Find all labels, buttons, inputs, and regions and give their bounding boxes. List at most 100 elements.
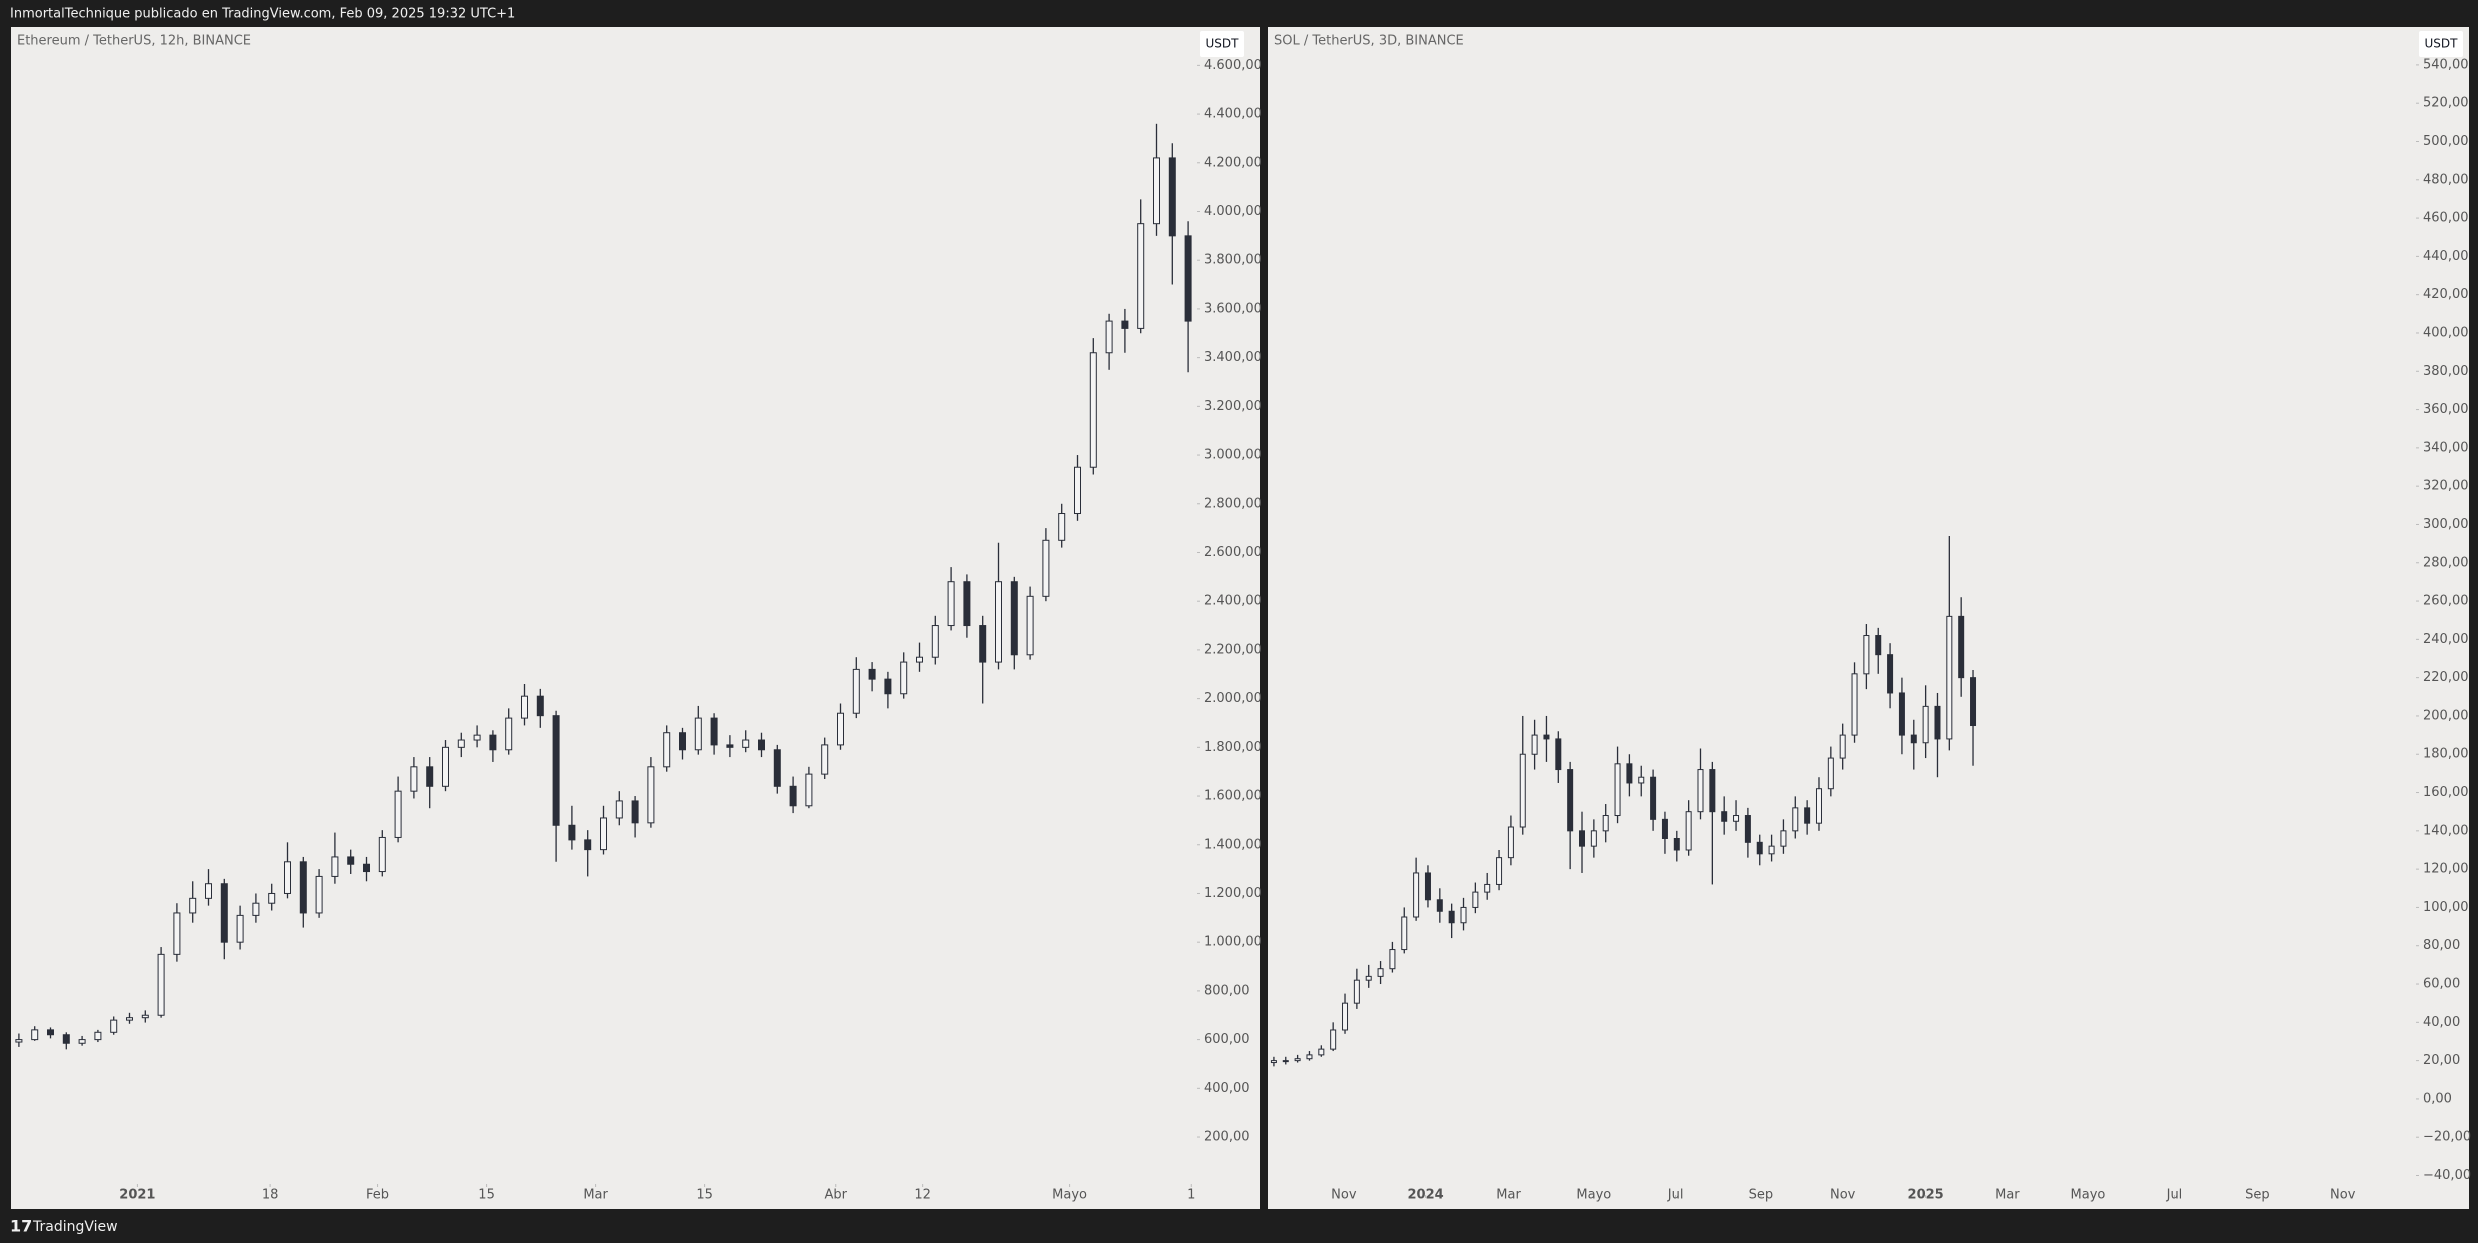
candle-body [584, 839, 592, 851]
candle-body [1507, 826, 1514, 859]
y-tick-label: 160,00 [2423, 785, 2469, 800]
x-tick-label: Nov [2330, 1188, 2356, 1203]
candle-body [647, 766, 655, 824]
candle-body [1519, 753, 1526, 828]
candle-body [694, 717, 702, 751]
currency-label: USDT [1206, 37, 1240, 51]
candle-body [663, 732, 671, 768]
x-tick-label: Mayo [1576, 1188, 1611, 1203]
x-tick-label: Nov [1331, 1188, 1357, 1203]
candle-body [252, 902, 260, 916]
candle-body [1042, 539, 1050, 597]
y-tick-label: 4.600,00 [1204, 58, 1262, 73]
y-tick-label: 2.400,00 [1204, 594, 1262, 609]
candle-body [900, 661, 908, 695]
candle-body [726, 744, 734, 748]
x-tick-label: Mar [1496, 1188, 1521, 1203]
candle-body [805, 773, 813, 807]
y-tick-label: 2.600,00 [1204, 545, 1262, 560]
chart-title: SOL / TetherUS, 3D, BINANCE [1274, 34, 1464, 49]
candle-body [347, 856, 355, 865]
x-tick-label: Mar [1995, 1188, 2020, 1203]
y-tick-label: 480,00 [2423, 172, 2469, 187]
candle-body [126, 1017, 133, 1021]
candle-body [1460, 906, 1467, 924]
candle-body [505, 717, 513, 751]
y-tick-label: 440,00 [2423, 249, 2469, 264]
candle-body [157, 953, 165, 1016]
x-tick-label: Jul [1667, 1188, 1684, 1203]
candle-body [758, 739, 765, 751]
y-tick-label: 0,00 [2423, 1091, 2452, 1106]
candle-body [1958, 615, 1965, 679]
y-tick-label: 460,00 [2423, 211, 2469, 226]
candle-body [268, 892, 276, 904]
y-tick-label: 100,00 [2423, 900, 2469, 915]
candle-body [1484, 883, 1491, 893]
candle-body [1685, 811, 1692, 851]
candle-body [1733, 815, 1740, 822]
y-tick-label: 220,00 [2423, 670, 2469, 685]
candle-body [773, 749, 781, 787]
y-tick-label: 140,00 [2423, 823, 2469, 838]
chart-panel: SOL / TetherUS, 3D, BINANCE −40,00 −20,00 0… [1268, 27, 2471, 1209]
currency-badge [1200, 31, 1244, 57]
candle-body [1424, 872, 1431, 901]
candle-body [789, 785, 797, 807]
candle-body [1413, 872, 1420, 918]
candle-body [1804, 807, 1811, 824]
y-tick-label: 20,00 [2423, 1053, 2460, 1068]
chart-title: Ethereum / TetherUS, 12h, BINANCE [17, 34, 251, 49]
y-tick-label: 180,00 [2423, 747, 2469, 762]
candle-body [1168, 157, 1176, 237]
y-tick-label: −20,00 [2423, 1130, 2471, 1145]
x-tick-label: Nov [1830, 1188, 1856, 1203]
candle-body [1270, 1060, 1277, 1064]
candle-body [1792, 807, 1799, 832]
candle-body [1294, 1058, 1301, 1062]
candle-body [837, 712, 844, 746]
candle-body [363, 863, 370, 873]
candle-body [1638, 776, 1645, 784]
candle-body [852, 668, 860, 714]
candle-body [947, 581, 955, 627]
y-tick-label: 3.400,00 [1204, 350, 1262, 365]
x-tick-label: 2024 [1408, 1188, 1444, 1203]
candle-body [552, 715, 560, 826]
y-tick-label: 60,00 [2423, 977, 2460, 992]
candle-body [1922, 705, 1929, 744]
y-tick-label: 2.000,00 [1204, 691, 1262, 706]
candle-body [1058, 513, 1066, 541]
candle-body [1898, 692, 1905, 736]
x-tick-label: 18 [262, 1188, 279, 1203]
y-tick-label: 3.600,00 [1204, 301, 1262, 316]
y-tick-label: 4.200,00 [1204, 155, 1262, 170]
y-tick-label: 380,00 [2423, 364, 2469, 379]
candle-body [1010, 581, 1018, 656]
candle-body [521, 695, 528, 719]
candle-body [299, 861, 307, 914]
candle-body [1780, 830, 1787, 847]
candle-body [378, 836, 386, 873]
candle-body [821, 744, 829, 775]
candle-body [1863, 635, 1870, 675]
candle-body [1389, 949, 1396, 970]
candle-body [331, 856, 339, 877]
candle-body [1887, 654, 1894, 694]
candle-body [1318, 1048, 1325, 1056]
x-tick-label: 2021 [119, 1188, 155, 1203]
candle-body [1137, 223, 1145, 329]
candle-body [78, 1039, 86, 1044]
y-tick-label: 2.200,00 [1204, 642, 1262, 657]
x-tick-label: 2025 [1908, 1188, 1944, 1203]
y-tick-label: 1.600,00 [1204, 789, 1262, 804]
x-tick-label: Feb [366, 1188, 389, 1203]
candle-body [916, 656, 923, 663]
candle-body [473, 734, 481, 741]
panel-background [11, 27, 1260, 1209]
chart-panel: Ethereum / TetherUS, 12h, BINANCE 200,00 4… [11, 27, 1262, 1209]
y-tick-label: 420,00 [2423, 287, 2469, 302]
candle-body [47, 1029, 54, 1036]
y-tick-label: 40,00 [2423, 1015, 2460, 1030]
